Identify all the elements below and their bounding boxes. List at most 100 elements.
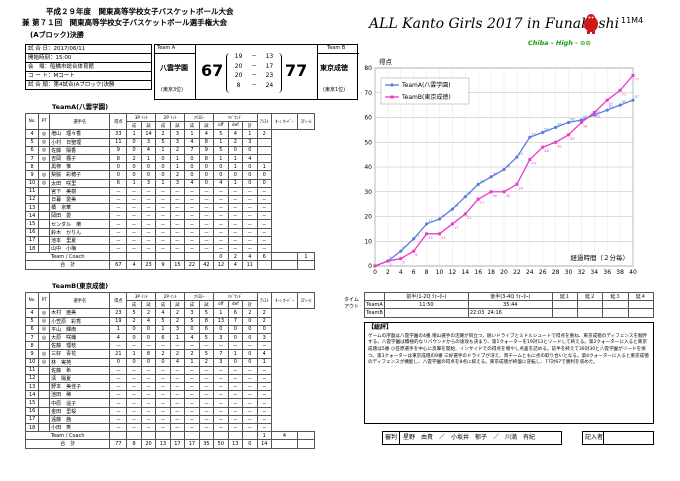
- data-label: 19: [441, 214, 446, 218]
- team-a-total-row: 合 計 67 4 23 9 15 22 42 12 4 11: [24, 260, 316, 270]
- x-tick-label: 24: [526, 269, 534, 276]
- team-b-player-row: 18 小田 笑－－－－－－－－－－－: [24, 422, 315, 433]
- summary-title: 【総評】: [368, 324, 393, 331]
- data-point-team-b: [412, 249, 416, 253]
- legend-label-team-a: TeamA(八雲学園): [401, 81, 451, 89]
- scoreboard: Team A Team B 八雲学園 東京成徳 (東京3位) (東京1位) 67…: [154, 44, 359, 100]
- x-axis-label: 経過時間（２分毎）: [571, 253, 630, 262]
- quarter-scores: 19 － 13 20 － 17 20 － 23 8 － 24: [226, 53, 282, 93]
- data-point-team-a: [425, 222, 429, 226]
- data-label: 13: [428, 236, 433, 240]
- data-label: 56: [557, 122, 562, 126]
- y-axis-label: 得点: [379, 57, 393, 66]
- data-label: 28: [467, 192, 472, 196]
- timeout-team-a-label: TeamA: [364, 300, 385, 310]
- x-tick-label: 18: [487, 269, 495, 276]
- timeout-team-b-first-half: [384, 308, 469, 318]
- officials-box: 審判 星野 由貴 ／ 小坂井 郁子 ／ 川満 有紀: [382, 431, 562, 445]
- team-a-player-row: 11 宮下 美樹－－－－－－－－－－－: [24, 186, 315, 196]
- data-label: 53: [570, 137, 575, 141]
- x-tick-label: 14: [461, 269, 469, 276]
- data-label: 30: [493, 194, 498, 198]
- summary-text: ゲームの序盤は八雲学園の4番 増山選手の活躍が目立つ。鋭いドライブとミドルシュー…: [368, 333, 649, 366]
- team-a-header-row: No. PT 選手名 得点 3P ｲﾝﾄ 2P ｲﾝﾄ ﾌﾘｽﾛｰ ﾘﾊﾞｳﾝﾄﾞ ｱｼｽﾄ ﾀｰ…: [24, 112, 316, 131]
- timeout-team-b-second-half: 22:03 24:16: [467, 308, 553, 318]
- quarter-3: 20 － 23: [234, 72, 274, 79]
- team-b-player-row: 11 佐藤 希－－－－－－－－－－－: [24, 365, 315, 375]
- data-point-team-b: [554, 140, 558, 144]
- data-label: 65: [622, 100, 627, 104]
- data-point-team-a: [412, 237, 416, 241]
- data-point-team-a: [528, 135, 532, 139]
- team-b-coach-row: Team / Coach 1 4: [24, 431, 316, 441]
- game-id: 11M4: [621, 16, 644, 25]
- data-label: 39: [506, 164, 511, 168]
- y-tick-label: 20: [364, 214, 372, 221]
- y-tick-label: 10: [364, 238, 372, 245]
- data-label: 50: [557, 144, 562, 148]
- x-tick-label: 36: [603, 269, 611, 276]
- data-label: 62: [596, 115, 601, 119]
- y-tick-label: 40: [364, 164, 372, 171]
- data-point-team-a: [618, 103, 622, 107]
- team-b-player-row: 4 ◎ 木村 亜美 23 5 2 4 2 3 5 1 6 2 2: [24, 308, 315, 318]
- data-point-team-b: [463, 212, 467, 216]
- data-label: 54: [544, 127, 549, 131]
- team-a-stats-table: No. PT 選手名 得点 3P ｲﾝﾄ 2P ｲﾝﾄ ﾌﾘｽﾛｰ ﾘﾊﾞｳﾝﾄﾞ ｱｼｽﾄ ﾀｰ…: [24, 112, 316, 270]
- tournament-title: 平成２９年度 関東高等学校女子バスケットボール大会: [46, 7, 234, 16]
- team-b-name: 東京成徳: [320, 64, 348, 72]
- data-label: 48: [544, 149, 549, 153]
- timeout-team-a-first-half: 11:50: [384, 300, 469, 310]
- team-b-player-row: 6 ◎ 平山 輝南 1 0 0 1 3 0 6 0 0 0 0: [24, 324, 315, 334]
- team-a-player-row: 18 山中 小梅－－－－－－－－－－－: [24, 243, 315, 254]
- team-a-player-row: 13 橋 京華－－－－－－－－－－－: [24, 203, 315, 213]
- data-point-team-b: [502, 190, 506, 194]
- data-point-team-b: [373, 264, 377, 268]
- team-a-player-row: 17 池本 里夏－－－－－－－－－－－: [24, 235, 315, 246]
- team-b-total-row: 合 計 77 8 20 13 17 17 35 50 13 0 14: [24, 439, 316, 449]
- x-tick-label: 8: [425, 269, 429, 276]
- y-tick-label: 0: [368, 263, 372, 270]
- data-label: 58: [583, 124, 588, 128]
- team-b-player-row: 15 中原 遥子－－－－－－－－－－－: [24, 398, 315, 408]
- x-tick-label: 4: [399, 269, 403, 276]
- data-point-team-a: [579, 118, 583, 122]
- legend-box: [380, 77, 470, 105]
- team-b-score: 77: [285, 61, 308, 80]
- x-axis-label-bg: [563, 252, 631, 263]
- data-label: 27: [480, 201, 485, 205]
- x-tick-label: 38: [616, 269, 624, 276]
- data-point-team-a: [450, 207, 454, 211]
- team-b-player-row: 9 ◎ 三好 青花 21 1 8 2 2 2 5 7 1 0 4: [24, 349, 315, 359]
- data-point-team-b: [450, 222, 454, 226]
- data-label: 13: [441, 236, 446, 240]
- data-point-team-a: [541, 130, 545, 134]
- x-tick-label: 6: [412, 269, 416, 276]
- timeout-header-first-half: 前半(1-2Q ｸｫｰﾀｰ): [384, 291, 469, 302]
- team-b-player-row: 16 金田 里桜－－－－－－－－－－－: [24, 406, 315, 416]
- data-point-team-b: [489, 190, 493, 194]
- data-label: 67: [635, 95, 640, 99]
- data-label: 58: [570, 117, 575, 121]
- data-point-team-b: [567, 133, 570, 137]
- data-label: 23: [454, 204, 459, 208]
- team-b-player-row: 12 清 陽夏－－－－－－－－－－－: [24, 373, 315, 384]
- mascot-icon: [581, 12, 601, 34]
- team-b-player-row: 5 ◎ 小笠原 彩秀 19 2 4 5 2 5 8 13 7 0 2: [24, 316, 315, 326]
- x-tick-label: 2: [386, 269, 390, 276]
- team-a-player-row: 9 ◎ 梨脇 彩穂子 0 0 0 0 2 0 0 0 0 0 0: [24, 170, 315, 180]
- x-tick-label: 30: [565, 269, 573, 276]
- data-point-team-b: [618, 88, 622, 92]
- data-point-team-b: [515, 182, 519, 186]
- team-a-player-row: 5 ◎ 小村 日聖理 11 0 3 5 3 4 8 1 2 3: [24, 137, 315, 147]
- data-point-team-b: [592, 111, 596, 115]
- data-point-team-b: [399, 257, 403, 261]
- team-a-seed: (東京3位): [161, 87, 184, 93]
- team-a-player-row: 12 日暮 愛美－－－－－－－－－－－: [24, 194, 315, 205]
- x-tick-label: 12: [449, 269, 457, 276]
- quarter-1: 19 － 13: [234, 53, 274, 60]
- data-label: 43: [531, 162, 536, 166]
- data-label: 67: [609, 102, 614, 106]
- timeout-header-ot2: 延２: [576, 291, 604, 302]
